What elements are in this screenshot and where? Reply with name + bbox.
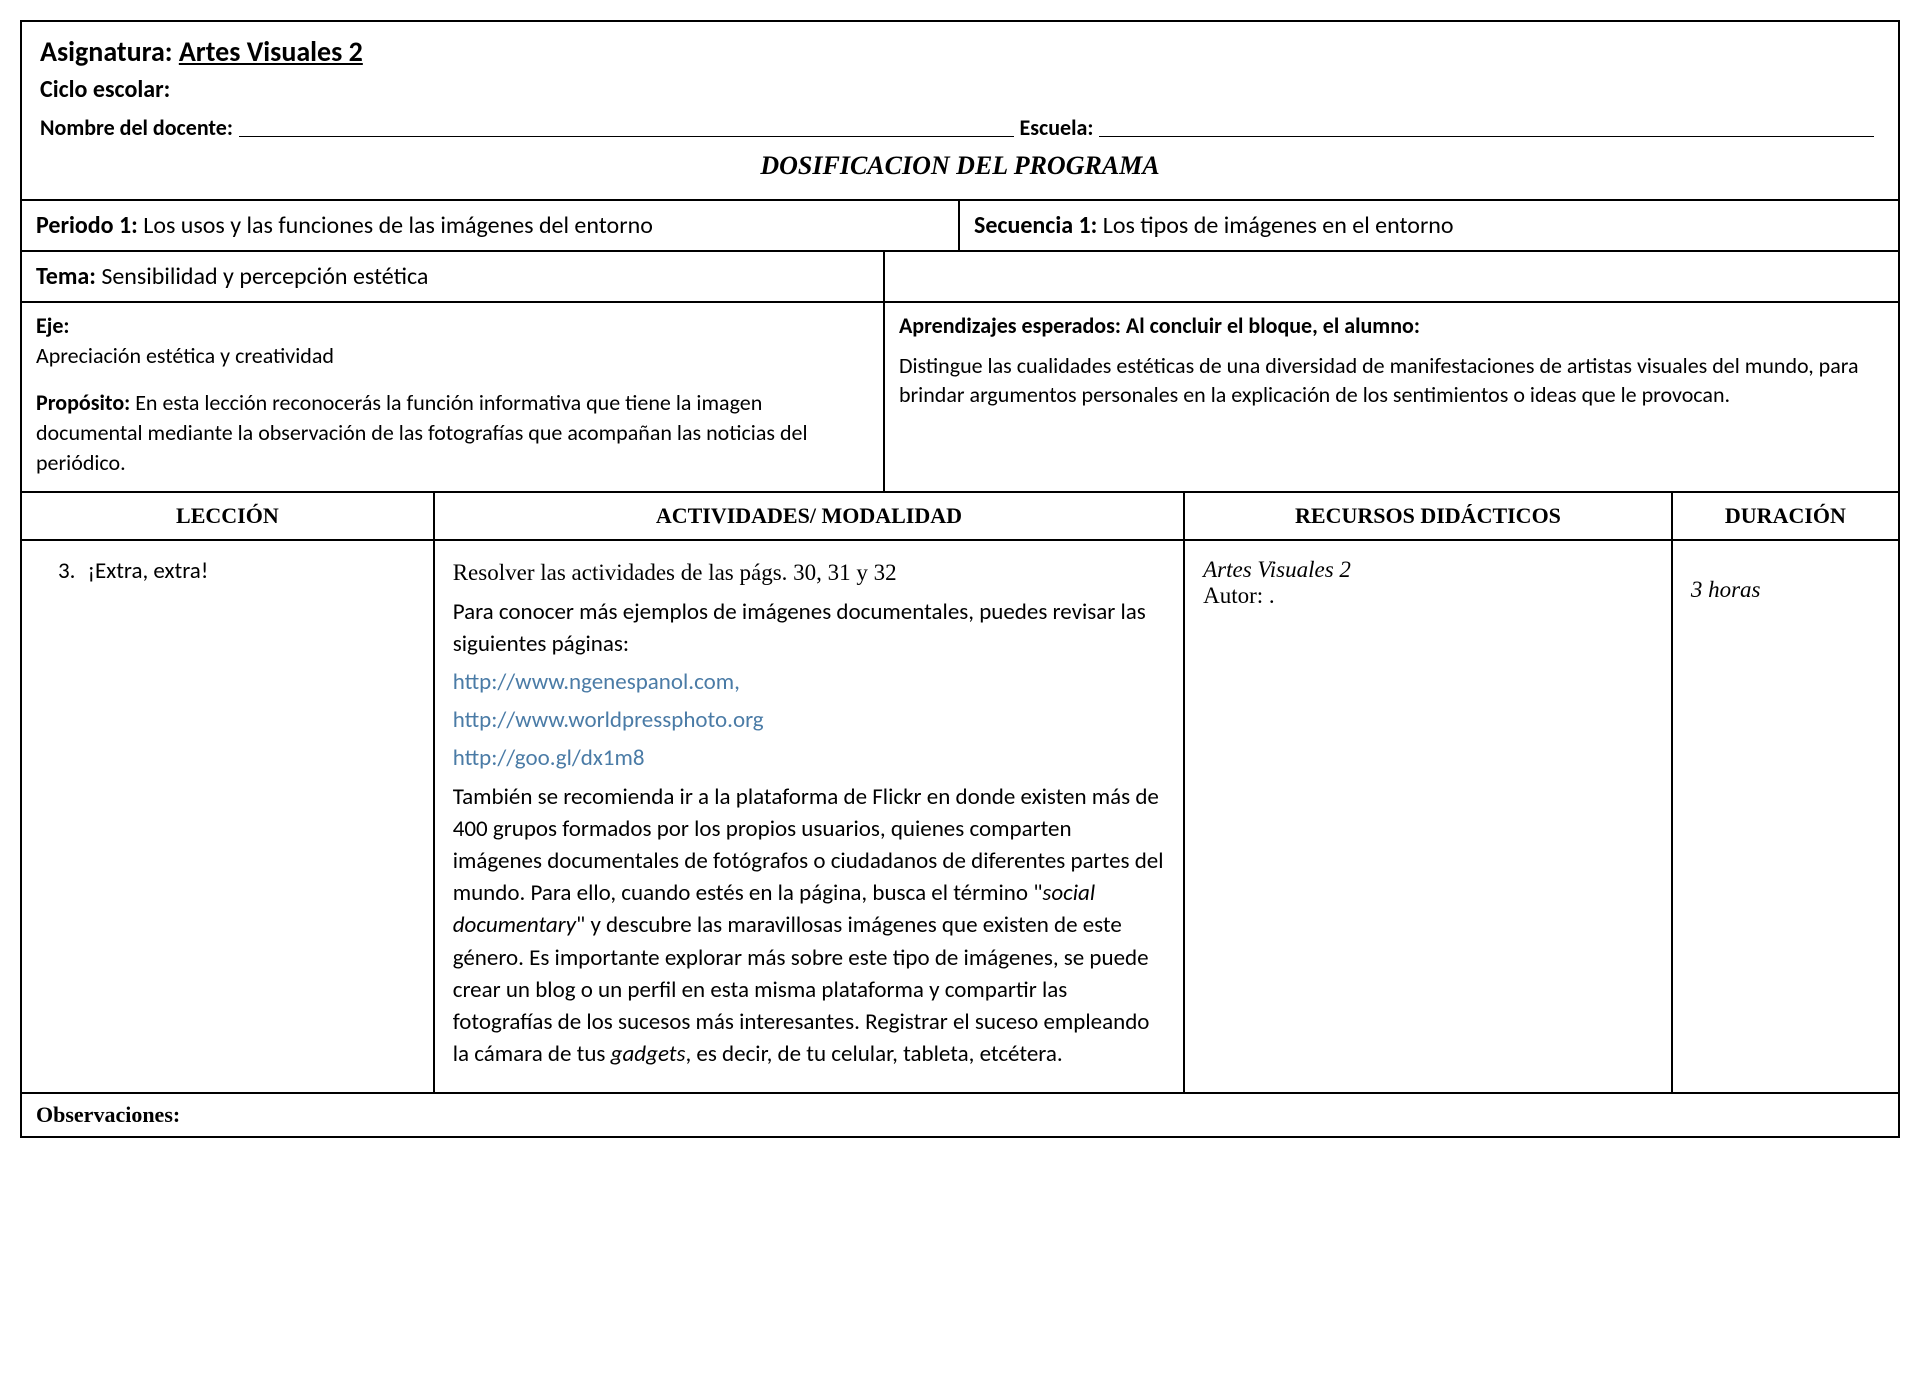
document-frame: Asignatura: Artes Visuales 2 Ciclo escol… (20, 20, 1900, 1138)
col-actividades-header: ACTIVIDADES/ MODALIDAD (435, 493, 1185, 539)
ciclo-label: Ciclo escolar: (40, 75, 1880, 104)
secuencia-text: Los tipos de imágenes en el entorno (1097, 211, 1453, 240)
asignatura-label: Asignatura: (40, 34, 179, 69)
act-para3: También se recomienda ir a la plataforma… (453, 781, 1165, 1071)
recursos-autor: Autor: . (1203, 583, 1653, 609)
program-title: DOSIFICACION DEL PROGRAMA (40, 151, 1880, 189)
act-line2: Para conocer más ejemplos de imágenes do… (453, 596, 1165, 660)
asignatura-value: Artes Visuales 2 (179, 34, 363, 69)
act-line1: Resolver las actividades de las págs. 30… (453, 557, 1165, 589)
proposito-text: En esta lección reconocerás la función i… (36, 389, 808, 475)
act-link3[interactable]: http://goo.gl/dx1m8 (453, 744, 645, 772)
secuencia-cell: Secuencia 1: Los tipos de imágenes en el… (960, 201, 1898, 250)
act-link1[interactable]: http://www.ngenespanol.com, (453, 668, 740, 696)
col-duracion-header: DURACIÓN (1673, 493, 1898, 539)
aprendizajes-text: Distingue las cualidades estéticas de un… (899, 351, 1884, 410)
recursos-book: Artes Visuales 2 (1203, 557, 1653, 583)
leccion-title: ¡Extra, extra! (87, 557, 208, 585)
escuela-blank (1099, 114, 1874, 137)
recursos-cell: Artes Visuales 2 Autor: . (1185, 541, 1673, 1092)
escuela-label: Escuela: (1020, 114, 1094, 141)
header-block: Asignatura: Artes Visuales 2 Ciclo escol… (22, 22, 1898, 199)
docente-blank (239, 114, 1014, 137)
leccion-cell: 3. ¡Extra, extra! (22, 541, 435, 1092)
eje-text: Apreciación estética y creatividad (36, 341, 869, 371)
periodo-cell: Periodo 1: Los usos y las funciones de l… (22, 201, 960, 250)
eje-aprendizajes-row: Eje: Apreciación estética y creatividad … (22, 301, 1898, 491)
periodo-text: Los usos y las funciones de las imágenes… (138, 211, 653, 240)
tema-empty (885, 252, 1898, 301)
act-italic2: gadgets (611, 1040, 686, 1068)
leccion-num: 3. (58, 557, 75, 585)
table-body-row: 3. ¡Extra, extra! Resolver las actividade… (22, 539, 1898, 1092)
tema-row: Tema: Sensibilidad y percepción estética (22, 250, 1898, 301)
observaciones-row: Observaciones: (22, 1092, 1898, 1136)
actividades-cell: Resolver las actividades de las págs. 30… (435, 541, 1185, 1092)
name-school-row: Nombre del docente: Escuela: (40, 114, 1880, 141)
act-para3c: , es decir, de tu celular, tableta, etcé… (685, 1040, 1062, 1068)
periodo-secuencia-row: Periodo 1: Los usos y las funciones de l… (22, 199, 1898, 250)
tema-label: Tema: (36, 262, 101, 291)
aprendizajes-label: Aprendizajes esperados: Al concluir el b… (899, 311, 1884, 341)
col-leccion-header: LECCIÓN (22, 493, 435, 539)
eje-label: Eje: (36, 312, 70, 339)
table-header: LECCIÓN ACTIVIDADES/ MODALIDAD RECURSOS … (22, 491, 1898, 539)
col-recursos-header: RECURSOS DIDÁCTICOS (1185, 493, 1673, 539)
secuencia-label: Secuencia 1: (974, 211, 1097, 240)
periodo-label: Periodo 1: (36, 211, 138, 240)
tema-text: Sensibilidad y percepción estética (101, 262, 428, 291)
docente-label: Nombre del docente: (40, 114, 233, 141)
asignatura-line: Asignatura: Artes Visuales 2 (40, 34, 1880, 69)
act-link2[interactable]: http://www.worldpressphoto.org (453, 706, 764, 734)
tema-cell: Tema: Sensibilidad y percepción estética (22, 252, 885, 301)
eje-cell: Eje: Apreciación estética y creatividad … (22, 303, 885, 491)
proposito-label: Propósito: (36, 389, 130, 416)
duracion-cell: 3 horas (1673, 541, 1898, 1092)
aprendizajes-cell: Aprendizajes esperados: Al concluir el b… (885, 303, 1898, 491)
